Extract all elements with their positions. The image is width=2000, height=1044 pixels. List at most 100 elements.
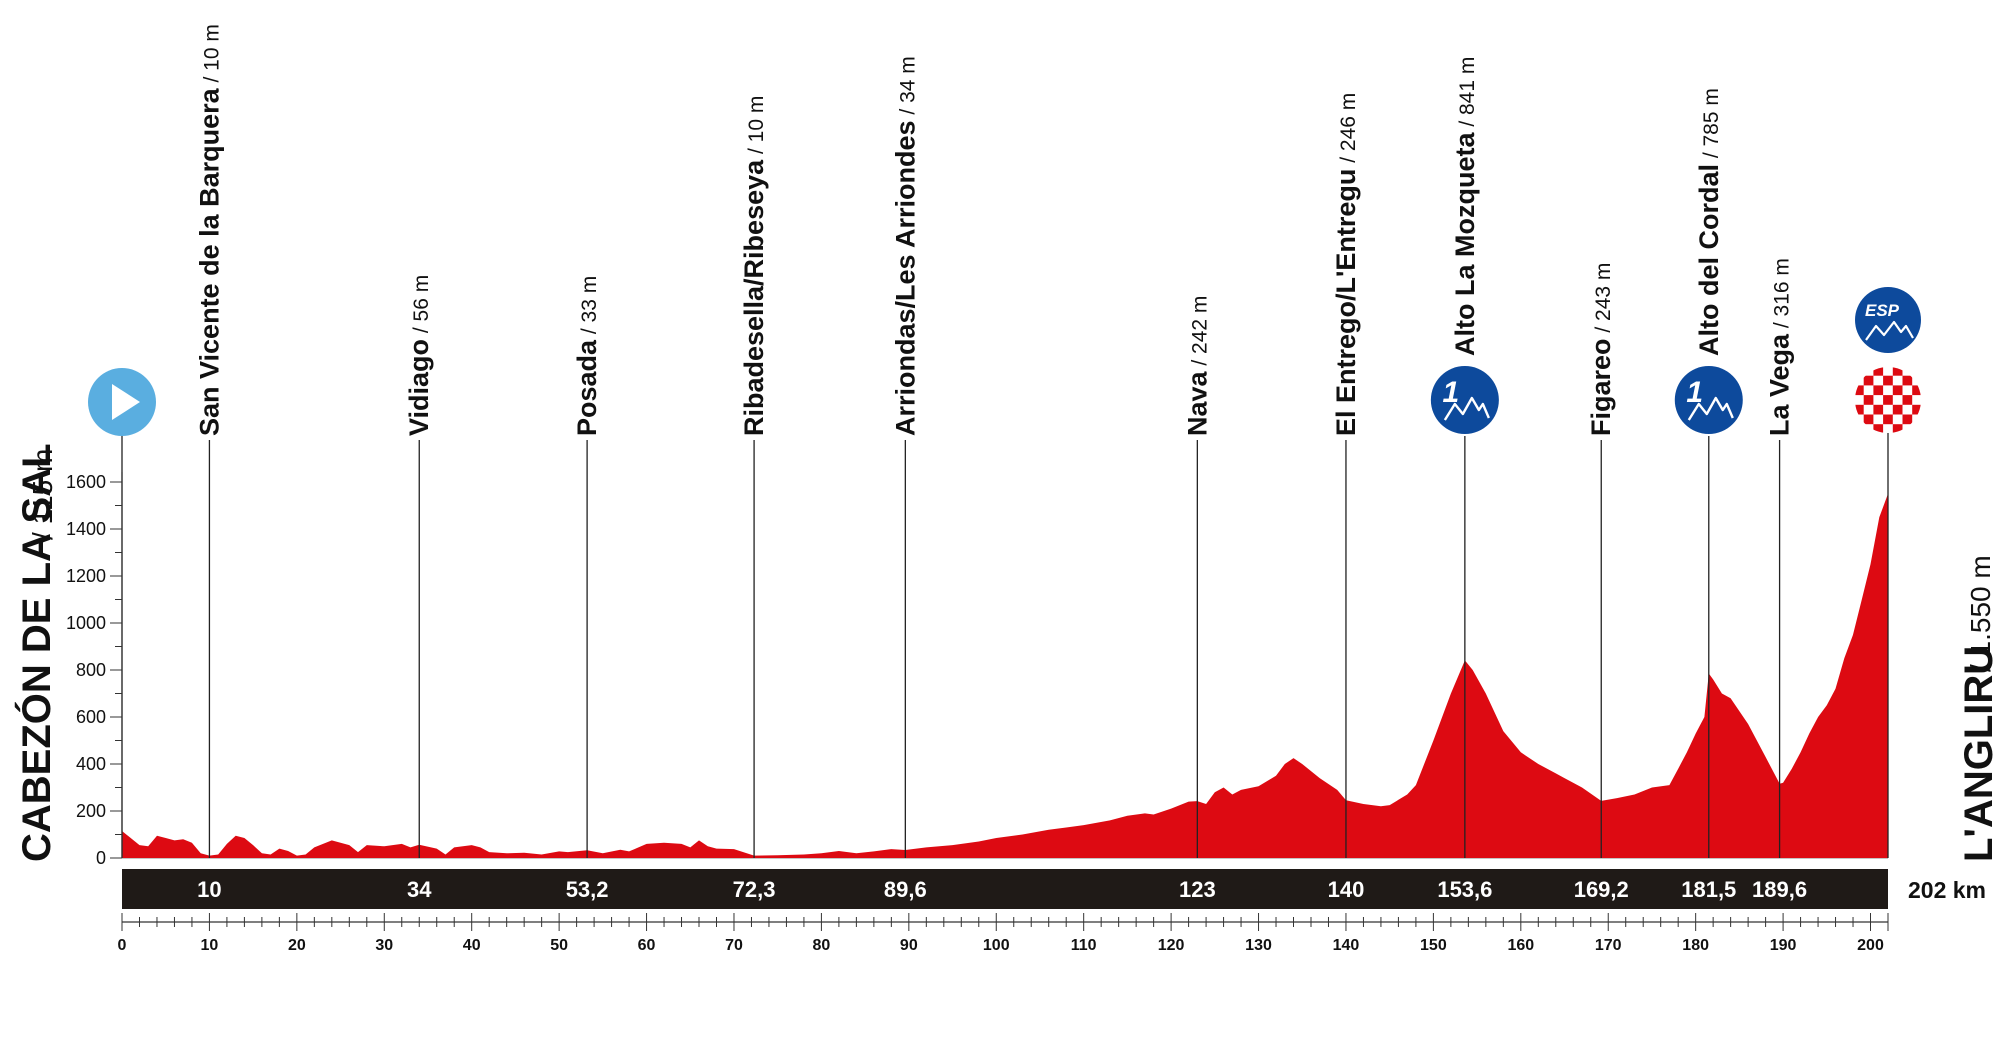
- checker-square: [1855, 367, 1864, 376]
- waypoint-label: Figareo / 243 m: [1586, 263, 1616, 436]
- waypoint-km-label: 89,6: [884, 877, 927, 902]
- esp-text: ESP: [1865, 301, 1900, 320]
- checker-square: [1863, 395, 1874, 405]
- waypoint-altitude: / 841 m: [1456, 57, 1479, 133]
- waypoint-label: Alto La Mozqueta / 841 m: [1450, 57, 1480, 356]
- checker-square: [1873, 404, 1884, 415]
- checker-square: [1892, 424, 1903, 433]
- play-triangle: [112, 384, 140, 420]
- category-1-climb-icon: 1: [1674, 366, 1743, 434]
- waypoint-km-label: 10: [197, 877, 221, 902]
- x-tick-label: 120: [1158, 937, 1185, 954]
- y-tick-label: 1000: [66, 613, 106, 633]
- waypoint-name: Ribadesella/Ribeseya: [739, 159, 769, 436]
- waypoint-km-label: 53,2: [566, 877, 609, 902]
- x-tick-label: 200: [1857, 937, 1884, 954]
- y-tick-label: 0: [96, 848, 106, 868]
- waypoint-name: Alto del Cordal: [1694, 164, 1724, 356]
- checker-square: [1855, 404, 1864, 415]
- x-tick-label: 110: [1071, 937, 1097, 954]
- x-tick-label: 130: [1245, 937, 1272, 954]
- waypoint-label: Arriondas/Les Arriondes / 34 m: [890, 56, 920, 436]
- checker-square: [1873, 385, 1884, 396]
- waypoint-name: Arriondas/Les Arriondes: [890, 120, 920, 436]
- start-location-altitude: / 115 m: [27, 449, 58, 540]
- elevation-profile-area: [122, 493, 1888, 858]
- checker-square: [1902, 395, 1913, 405]
- icon-layer: 1 1 ESP: [88, 287, 1921, 436]
- checker-square: [1883, 414, 1893, 425]
- waypoint-altitude: / 785 m: [1700, 88, 1723, 164]
- checker-square: [1892, 385, 1903, 396]
- checker-square: [1873, 424, 1884, 433]
- waypoint-name: Alto La Mozqueta: [1450, 132, 1480, 356]
- waypoint-km-label: 189,6: [1752, 877, 1807, 902]
- checker-square: [1912, 404, 1921, 415]
- checker-square: [1855, 424, 1864, 433]
- waypoint-name: San Vicente de la Barquera: [194, 87, 224, 436]
- x-tick-label: 140: [1333, 937, 1360, 954]
- waypoint-km-label: 72,3: [733, 877, 776, 902]
- waypoint-km-label: 153,6: [1437, 877, 1492, 902]
- x-tick-label: 50: [550, 937, 568, 954]
- waypoint-name: Vidiago: [404, 339, 434, 436]
- x-tick-label: 180: [1682, 937, 1709, 954]
- checker-square: [1892, 367, 1903, 376]
- waypoint-altitude: / 10 m: [745, 96, 768, 160]
- waypoint-altitude: / 56 m: [410, 275, 433, 339]
- waypoint-layer: San Vicente de la Barquera / 10 m Vidiago…: [121, 24, 1889, 858]
- waypoint-altitude: / 243 m: [1592, 263, 1615, 339]
- x-tick-label: 150: [1420, 937, 1447, 954]
- start-play-icon: [88, 368, 156, 436]
- waypoint-km-label: 34: [407, 877, 432, 902]
- waypoint-altitude: / 10 m: [200, 24, 223, 88]
- x-tick-label: 160: [1507, 937, 1534, 954]
- total-distance-label: 202 km: [1908, 877, 1986, 903]
- x-tick-label: 170: [1595, 937, 1622, 954]
- y-axis: 0 200 400 600 800 1000 1200 1400 1600: [66, 472, 123, 868]
- checker-pattern: [1855, 367, 1921, 433]
- checker-square: [1912, 424, 1921, 433]
- y-tick-label: 600: [76, 707, 106, 727]
- y-tick-label: 400: [76, 754, 106, 774]
- checker-square: [1912, 367, 1921, 376]
- waypoint-label: Alto del Cordal / 785 m: [1694, 88, 1724, 356]
- y-tick-label: 1600: [66, 472, 106, 492]
- esp-circle: [1855, 287, 1921, 353]
- start-location-name: CABEZÓN DE LA SAL: [13, 443, 59, 862]
- waypoint-name: Nava: [1182, 370, 1212, 436]
- finish-location-altitude: / 1.550 m: [1965, 555, 1996, 672]
- waypoint-km-label: 123: [1179, 877, 1216, 902]
- category-1-climb-icon: 1: [1430, 366, 1499, 434]
- waypoint-altitude: / 242 m: [1188, 296, 1211, 372]
- x-tick-label: 0: [118, 937, 127, 954]
- waypoint-label: La Vega / 316 m: [1765, 258, 1795, 436]
- waypoint-altitude: / 246 m: [1337, 93, 1360, 169]
- waypoint-name: La Vega: [1765, 333, 1795, 436]
- waypoint-label: El Entrego/L'Entregu / 246 m: [1331, 93, 1361, 436]
- y-tick-label: 800: [76, 660, 106, 680]
- x-tick-label: 190: [1770, 937, 1797, 954]
- y-tick-label: 200: [76, 801, 106, 821]
- waypoint-km-label: 169,2: [1574, 877, 1629, 902]
- x-tick-label: 80: [813, 937, 831, 954]
- checker-square: [1863, 375, 1874, 386]
- checker-square: [1912, 385, 1921, 396]
- waypoint-altitude: / 34 m: [896, 56, 919, 120]
- x-tick-label: 70: [725, 937, 743, 954]
- checker-square: [1873, 367, 1884, 376]
- x-tick-label: 10: [201, 937, 219, 954]
- x-tick-label: 20: [288, 937, 306, 954]
- waypoint-label: Vidiago / 56 m: [404, 275, 434, 436]
- checker-square: [1892, 404, 1903, 415]
- checker-square: [1883, 395, 1893, 405]
- waypoint-name: Figareo: [1586, 338, 1616, 436]
- x-tick-label: 100: [983, 937, 1010, 954]
- x-tick-label: 60: [638, 937, 656, 954]
- x-tick-label: 40: [463, 937, 481, 954]
- waypoint-altitude: / 33 m: [578, 276, 601, 340]
- checker-square: [1883, 375, 1893, 386]
- waypoint-label: Posada / 33 m: [572, 276, 602, 436]
